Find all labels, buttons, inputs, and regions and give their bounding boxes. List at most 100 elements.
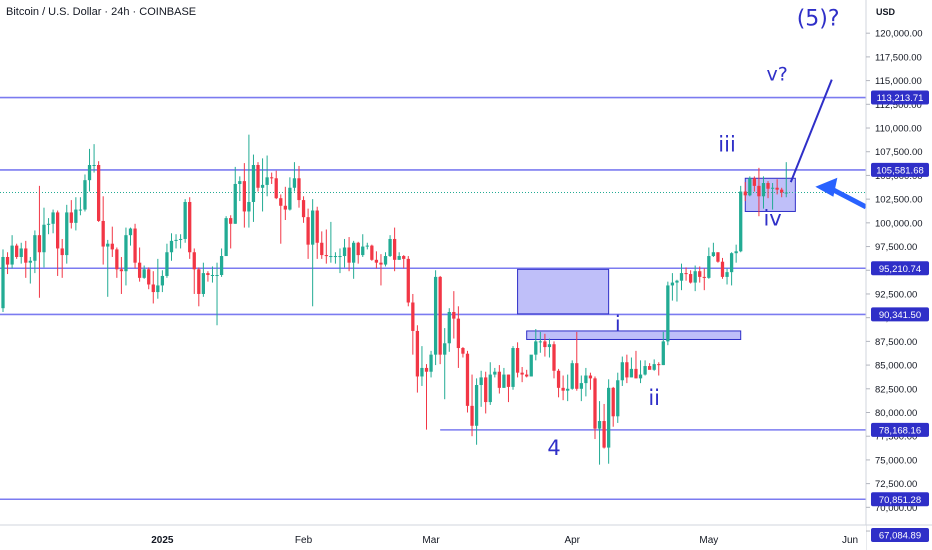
x-tick-label: Jun bbox=[842, 535, 858, 546]
candle bbox=[602, 421, 606, 448]
x-tick-label: May bbox=[699, 535, 718, 546]
y-tick-label: 87,500.00 bbox=[875, 337, 917, 348]
y-tick-label: 120,000.00 bbox=[875, 29, 923, 40]
candle bbox=[638, 374, 643, 379]
x-tick-label: Apr bbox=[564, 535, 580, 546]
candle bbox=[424, 367, 429, 372]
candle bbox=[739, 191, 743, 252]
y-tick-label: 85,000.00 bbox=[875, 361, 917, 372]
candle bbox=[611, 387, 615, 417]
candle bbox=[87, 165, 92, 181]
candle bbox=[447, 311, 451, 344]
candle bbox=[761, 183, 766, 197]
projection-line bbox=[789, 79, 833, 183]
candle bbox=[361, 246, 365, 256]
candle bbox=[538, 341, 542, 343]
candle bbox=[142, 269, 146, 278]
candle bbox=[392, 238, 397, 260]
y-tick-label: 102,500.00 bbox=[875, 195, 923, 206]
candle bbox=[106, 243, 110, 247]
candle bbox=[56, 212, 60, 249]
candle bbox=[402, 256, 406, 259]
arrow-shaft bbox=[828, 185, 868, 210]
candle bbox=[497, 371, 501, 388]
candle bbox=[525, 374, 529, 377]
candle bbox=[716, 252, 720, 262]
candle bbox=[247, 201, 251, 212]
candle bbox=[707, 256, 711, 278]
y-tick-label: 77,500.00 bbox=[875, 432, 917, 443]
candle bbox=[160, 275, 165, 286]
candle bbox=[270, 177, 274, 179]
candle bbox=[119, 269, 124, 272]
candle bbox=[28, 260, 32, 263]
candle bbox=[215, 275, 219, 276]
candle bbox=[301, 200, 306, 218]
currency-label: USD bbox=[876, 7, 896, 17]
candle bbox=[137, 262, 142, 278]
price-tag bbox=[871, 162, 929, 177]
candle bbox=[320, 242, 324, 256]
x-tick-label: Feb bbox=[295, 535, 313, 546]
candle bbox=[643, 366, 647, 375]
candle bbox=[19, 248, 23, 257]
candle bbox=[388, 238, 392, 257]
candle bbox=[461, 348, 465, 354]
candle bbox=[183, 201, 187, 239]
candle bbox=[770, 187, 775, 189]
candle bbox=[210, 275, 215, 276]
price-tag bbox=[871, 90, 929, 105]
candle bbox=[588, 375, 593, 379]
price-tag-label: 95,210.74 bbox=[879, 264, 921, 275]
candle bbox=[579, 383, 583, 389]
chart-title: Bitcoin / U.S. Dollar · 24h · COINBASE bbox=[6, 6, 197, 18]
candle bbox=[265, 177, 269, 185]
price-tag-label: 105,581.68 bbox=[876, 165, 924, 176]
candle bbox=[474, 385, 479, 426]
candle bbox=[315, 210, 319, 243]
candle bbox=[188, 201, 192, 253]
price-tag-label: 90,341.50 bbox=[879, 310, 921, 321]
candle bbox=[1, 256, 5, 309]
candle bbox=[757, 185, 761, 197]
y-tick-label: 110,000.00 bbox=[875, 124, 922, 135]
candle bbox=[124, 235, 128, 272]
candle bbox=[465, 353, 470, 406]
candle bbox=[552, 344, 556, 371]
candle bbox=[379, 262, 383, 265]
candle bbox=[766, 183, 770, 189]
candle bbox=[329, 256, 333, 258]
price-tag bbox=[871, 492, 929, 507]
candle bbox=[201, 273, 206, 294]
price-tag-label: 67,084.89 bbox=[879, 530, 921, 541]
wave-label: ii bbox=[648, 386, 660, 410]
candle bbox=[647, 366, 652, 370]
candle bbox=[110, 243, 114, 250]
candle bbox=[438, 276, 442, 355]
candle bbox=[729, 253, 734, 273]
candle bbox=[675, 280, 679, 283]
wave-label: (5)? bbox=[797, 7, 840, 32]
candle bbox=[443, 343, 447, 355]
candle bbox=[333, 256, 338, 258]
y-tick-label: 112,500.00 bbox=[875, 100, 922, 111]
candle bbox=[192, 252, 196, 270]
candle bbox=[584, 375, 588, 384]
candle bbox=[456, 318, 461, 349]
wave-label: iv bbox=[763, 207, 781, 231]
y-tick-label: 75,000.00 bbox=[875, 455, 917, 466]
candle bbox=[165, 252, 169, 276]
candle bbox=[352, 242, 356, 263]
candle bbox=[206, 273, 210, 275]
candle bbox=[306, 217, 310, 245]
candle bbox=[338, 256, 342, 258]
candle bbox=[493, 371, 497, 375]
price-tag bbox=[871, 307, 929, 322]
candle bbox=[593, 378, 597, 429]
candle bbox=[725, 272, 729, 277]
candle bbox=[115, 249, 119, 270]
candle bbox=[743, 191, 747, 196]
candle bbox=[515, 348, 520, 373]
candle bbox=[748, 178, 752, 196]
candle bbox=[156, 285, 160, 293]
